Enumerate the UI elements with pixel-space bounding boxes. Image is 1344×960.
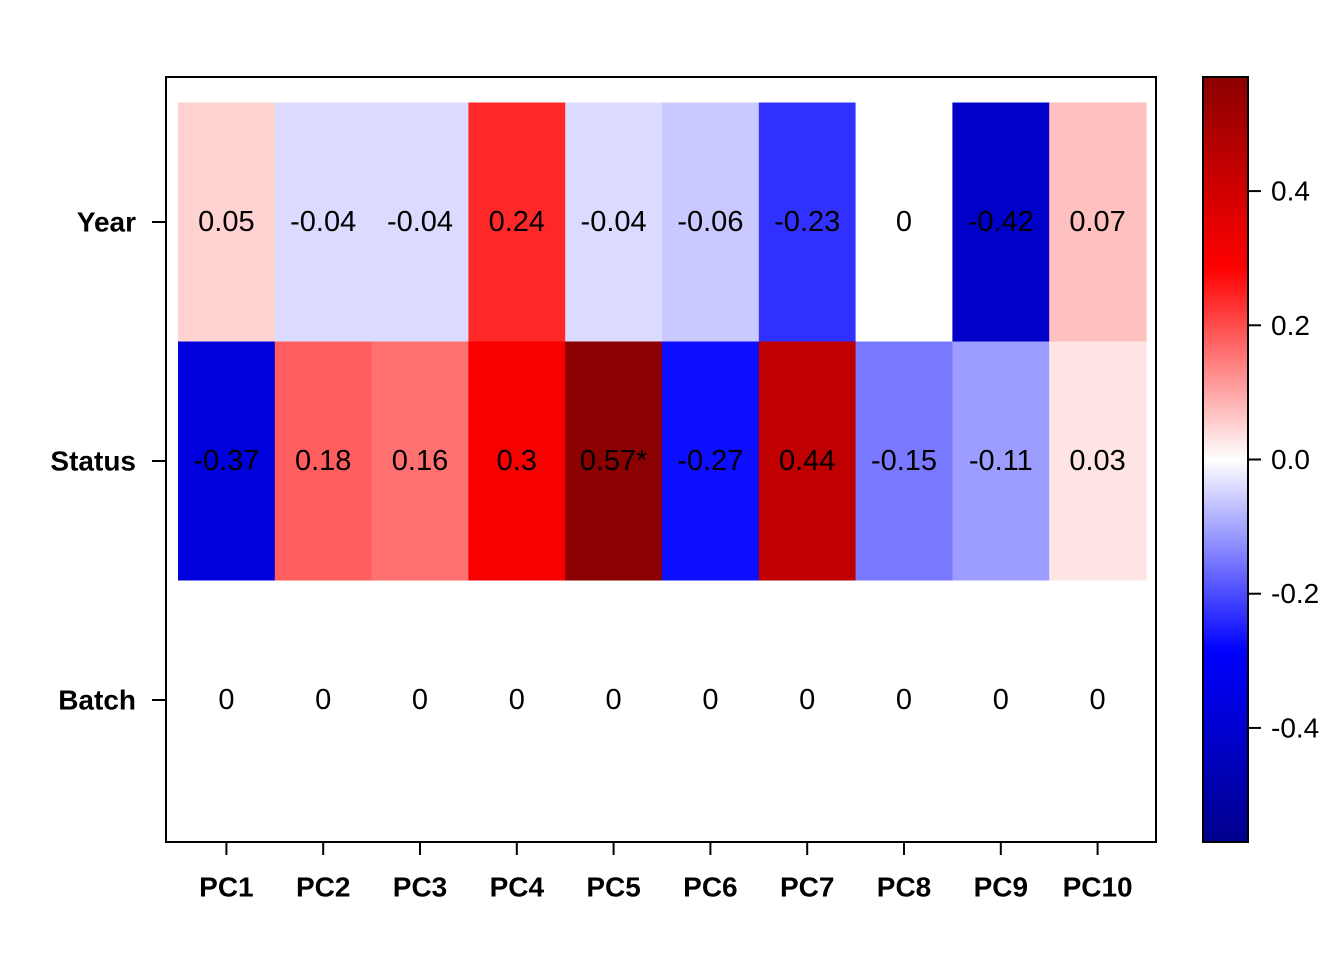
x-tick-label: PC10	[1063, 872, 1133, 903]
x-tick-label: PC4	[490, 872, 545, 903]
heatmap-cell	[952, 341, 1050, 581]
heatmap-cell	[274, 341, 373, 581]
heatmap-cell	[468, 102, 566, 342]
cell-value-label: 0.57*	[580, 445, 648, 477]
x-tick-label: PC2	[296, 872, 350, 903]
cell-value-label: 0.24	[489, 206, 545, 238]
cell-value-label: -0.04	[581, 206, 647, 238]
cell-value-label: 0.3	[497, 445, 537, 477]
heatmap-cell	[1049, 102, 1147, 342]
x-axis: PC1 PC2 PC3 PC4 PC5 PC6 PC7 PC8 PC9 PC10	[199, 842, 1133, 903]
heatmap-cell	[468, 580, 566, 820]
cell-value-label: 0	[315, 684, 331, 716]
legend-tick-label: -0.2	[1271, 578, 1319, 609]
x-tick-label: PC9	[974, 872, 1028, 903]
heatmap-cell	[662, 580, 760, 820]
legend-tick-label: -0.4	[1271, 712, 1319, 743]
cell-value-label: 0	[896, 684, 912, 716]
y-tick-label: Status	[50, 446, 136, 477]
x-tick-label: PC5	[586, 872, 640, 903]
cell-value-label: -0.04	[290, 206, 356, 238]
heatmap-cell	[1049, 580, 1147, 820]
cell-value-label: -0.42	[968, 206, 1034, 238]
legend-tick-label: 0.0	[1271, 444, 1310, 475]
cell-value-label: 0	[1090, 684, 1106, 716]
heatmap-cell	[952, 102, 1050, 342]
heatmap-cell	[274, 102, 373, 342]
cell-value-label: -0.27	[677, 445, 743, 477]
cell-value-label: 0.03	[1069, 445, 1125, 477]
heatmap-cell	[855, 580, 953, 820]
y-tick-label: Year	[77, 207, 136, 238]
heatmap-cell	[178, 341, 276, 581]
heatmap-cell	[468, 341, 566, 581]
heatmap-cell	[758, 102, 857, 342]
cell-value-label: 0	[799, 684, 815, 716]
color-scale-legend: -0.4 -0.2 0.0 0.2 0.4	[1202, 76, 1319, 843]
heatmap-cell	[758, 580, 857, 820]
heatmap-cell	[662, 102, 760, 342]
cell-value-label: 0.44	[779, 445, 835, 477]
y-axis: Year Status Batch	[50, 207, 166, 716]
heatmap-cell	[758, 341, 857, 581]
x-tick-label: PC7	[780, 872, 834, 903]
cell-value-label: 0.07	[1069, 206, 1125, 238]
heatmap-cell	[565, 580, 663, 820]
cell-value-label: 0	[509, 684, 525, 716]
heatmap-cell	[371, 102, 469, 342]
heatmap-cell	[178, 102, 276, 342]
cell-value-label: -0.06	[677, 206, 743, 238]
heatmap-cell	[565, 102, 663, 342]
y-tick-label: Batch	[58, 685, 136, 716]
x-tick-label: PC1	[199, 872, 253, 903]
cell-value-label: -0.04	[387, 206, 453, 238]
heatmap-cell	[178, 580, 276, 820]
cell-value-label: -0.23	[774, 206, 840, 238]
cell-value-label: 0	[993, 684, 1009, 716]
x-tick-label: PC8	[877, 872, 931, 903]
legend-tick-label: 0.4	[1271, 176, 1310, 207]
cell-value-labels: 0.05 -0.04 -0.04 0.24 -0.04 -0.06 -0.23 0 -0.42 0…	[193, 206, 1125, 716]
cell-value-label: -0.15	[871, 445, 937, 477]
cell-value-label: 0	[702, 684, 718, 716]
heatmap-cell	[565, 341, 663, 581]
cell-value-label: 0.18	[295, 445, 351, 477]
heatmap-cell	[371, 341, 469, 581]
x-tick-label: PC6	[683, 872, 737, 903]
heatmap-cell	[662, 341, 760, 581]
cell-value-label: 0.16	[392, 445, 448, 477]
heatmap-cell	[274, 580, 373, 820]
legend-tick-label: 0.2	[1271, 310, 1310, 341]
heatmap-cell	[952, 580, 1050, 820]
cell-value-label: 0	[412, 684, 428, 716]
heatmap-cell	[855, 102, 953, 342]
cell-value-label: 0	[606, 684, 622, 716]
plot-frame	[165, 76, 1157, 843]
cell-value-label: 0.05	[198, 206, 254, 238]
heatmap-cell	[371, 580, 469, 820]
cell-value-label: 0	[896, 206, 912, 238]
heatmap-cells	[178, 102, 1147, 820]
x-tick-label: PC3	[393, 872, 447, 903]
cell-value-label: 0	[218, 684, 234, 716]
cell-value-label: -0.37	[193, 445, 259, 477]
heatmap-cell	[855, 341, 953, 581]
cell-value-label: -0.11	[969, 445, 1033, 477]
heatmap-cell	[1049, 341, 1147, 581]
color-scale-bar	[1202, 76, 1249, 843]
